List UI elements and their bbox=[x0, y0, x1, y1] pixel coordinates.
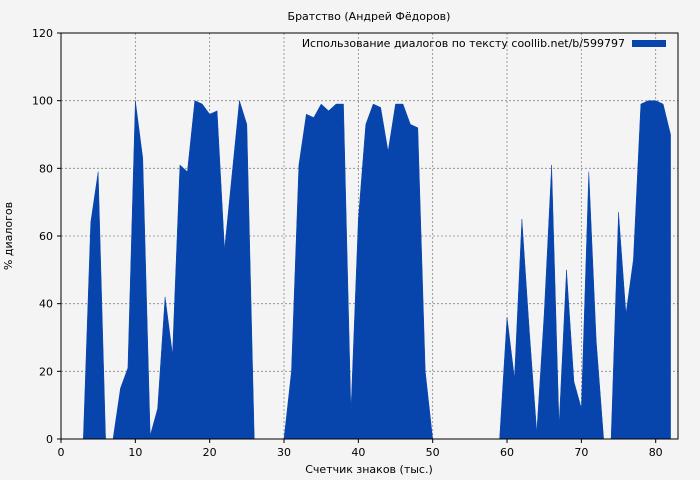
x-axis-label: Счетчик знаков (тыс.) bbox=[305, 463, 433, 476]
y-tick-label: 40 bbox=[39, 298, 53, 311]
legend-swatch bbox=[632, 40, 666, 47]
y-tick-label: 80 bbox=[39, 162, 53, 175]
legend: Использование диалогов по тексту coollib… bbox=[302, 37, 666, 50]
x-tick-label: 0 bbox=[58, 446, 65, 459]
series-area bbox=[83, 100, 671, 440]
series-layer bbox=[83, 100, 671, 440]
ticks: 0 20 40 60 80 100 120 0 10 20 30 40 50 60 70 80 bbox=[32, 27, 663, 459]
x-tick-label: 20 bbox=[203, 446, 217, 459]
chart-title: Братство (Андрей Фёдоров) bbox=[288, 10, 451, 23]
y-axis-label: % диалогов bbox=[2, 202, 15, 270]
x-tick-label: 80 bbox=[649, 446, 663, 459]
x-tick-label: 40 bbox=[351, 446, 365, 459]
y-tick-label: 0 bbox=[46, 433, 53, 446]
x-tick-label: 70 bbox=[574, 446, 588, 459]
x-tick-label: 10 bbox=[128, 446, 142, 459]
y-tick-label: 60 bbox=[39, 230, 53, 243]
y-tick-label: 100 bbox=[32, 95, 53, 108]
x-tick-label: 30 bbox=[277, 446, 291, 459]
x-tick-label: 60 bbox=[500, 446, 514, 459]
x-tick-label: 50 bbox=[426, 446, 440, 459]
y-tick-label: 20 bbox=[39, 365, 53, 378]
y-tick-label: 120 bbox=[32, 27, 53, 40]
legend-label: Использование диалогов по тексту coollib… bbox=[302, 37, 625, 50]
